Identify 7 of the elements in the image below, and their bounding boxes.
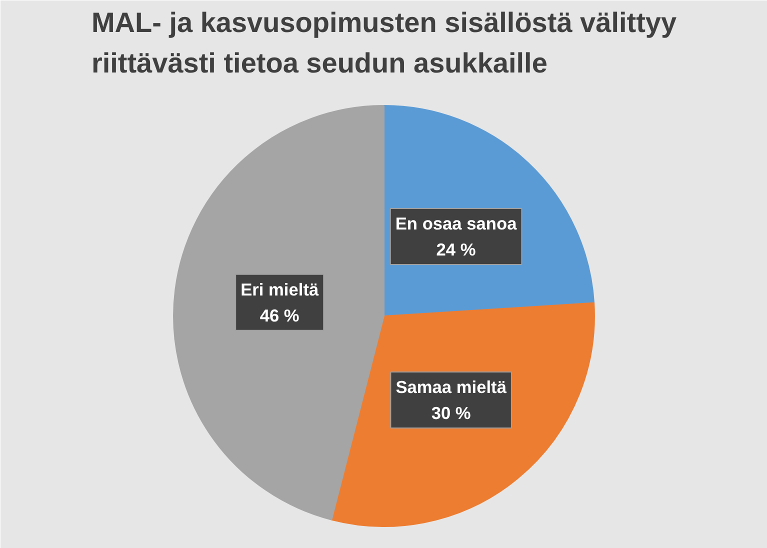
- slice-label: Samaa mieltä: [396, 376, 507, 397]
- data-label: 24 %: [436, 240, 476, 260]
- slice-label: En osaa sanoa: [395, 214, 518, 234]
- slice-label: Eri mieltä: [240, 279, 319, 300]
- data-label: 30 %: [431, 402, 471, 423]
- chart-title: MAL- ja kasvusopimusten sisällöstä välittyy riittävästi tietoa seudun asukkaille: [91, 7, 677, 78]
- data-label: 46 %: [260, 305, 300, 326]
